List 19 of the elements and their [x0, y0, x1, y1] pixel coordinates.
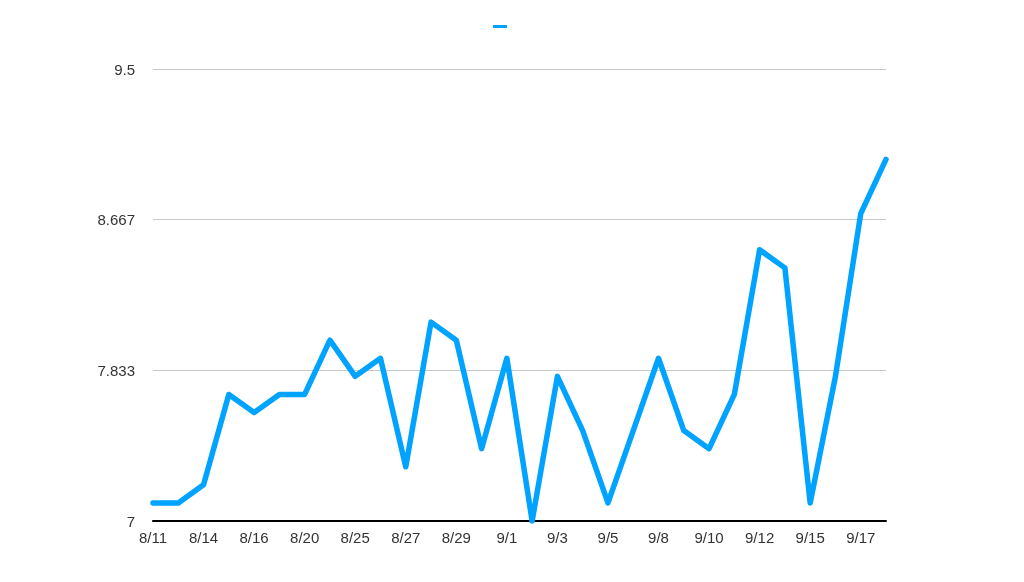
- x-tick-label: 8/16: [239, 529, 269, 546]
- x-tick-label: 8/25: [340, 529, 370, 546]
- x-tick-label: 8/20: [290, 529, 320, 546]
- x-tick-label: 8/11: [138, 529, 168, 546]
- y-tick-label: 7.833: [97, 361, 135, 379]
- y-tick-label: 9.5: [114, 60, 135, 78]
- x-tick-label: 8/29: [441, 529, 471, 546]
- x-tick-label: 9/1: [496, 529, 518, 546]
- x-tick-label: 9/8: [648, 529, 669, 546]
- x-tick-label: 9/10: [694, 529, 724, 546]
- x-tick-label: 9/5: [597, 529, 619, 546]
- x-tick-label: 8/27: [391, 529, 421, 546]
- x-tick-label: 9/3: [546, 529, 568, 546]
- x-tick-label: 8/14: [188, 529, 219, 546]
- x-tick-label: 9/12: [745, 529, 775, 546]
- x-tick-label: 9/17: [846, 529, 876, 546]
- y-tick-label: 8.667: [97, 211, 135, 229]
- x-tick-label: 9/15: [795, 529, 825, 546]
- y-tick-label: 7: [126, 512, 135, 530]
